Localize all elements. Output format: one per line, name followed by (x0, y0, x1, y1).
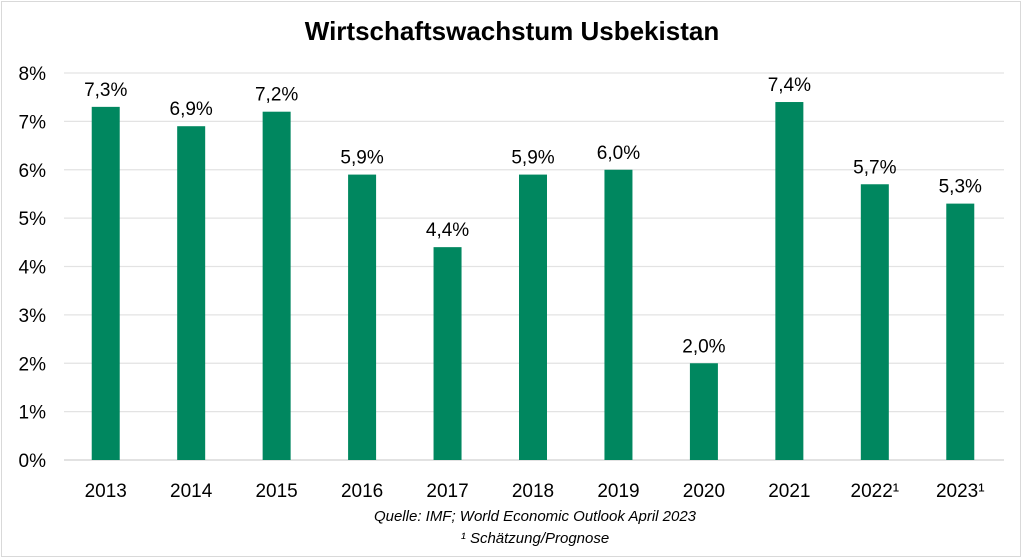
y-tick-label: 6% (19, 161, 47, 182)
bar (91, 106, 120, 461)
bar (519, 174, 547, 460)
y-tick-label: 5% (19, 209, 47, 230)
y-tick-label: 2% (19, 354, 47, 375)
x-tick-label: 2018 (512, 481, 554, 502)
source-note: Quelle: IMF; World Economic Outlook Apri… (374, 508, 697, 525)
x-tick-label: 2020 (683, 481, 725, 502)
x-tick-label: 2013 (85, 481, 127, 502)
y-tick-label: 7% (19, 112, 47, 133)
bar (348, 174, 377, 460)
data-label: 6,0% (597, 143, 640, 164)
bar (177, 126, 206, 461)
x-tick-label: 2021 (768, 481, 810, 502)
data-label: 6,9% (170, 99, 213, 120)
data-label: 5,9% (511, 148, 554, 169)
data-label: 4,4% (426, 220, 469, 241)
x-tick-label: 2016 (341, 481, 383, 502)
y-tick-label: 3% (19, 306, 47, 327)
x-tick-label: 2023¹ (936, 481, 985, 502)
bar (946, 203, 975, 461)
data-label: 5,9% (340, 148, 383, 169)
data-label: 7,3% (84, 80, 127, 101)
x-tick-label: 2019 (597, 481, 639, 502)
footnote: ¹ Schätzung/Prognose (461, 530, 609, 547)
bar (860, 184, 889, 460)
data-label: 7,2% (255, 85, 298, 106)
data-label: 2,0% (682, 336, 725, 357)
x-tick-label: 2014 (170, 481, 213, 502)
x-tick-label: 2015 (255, 481, 297, 502)
bar (604, 169, 633, 460)
y-tick-label: 0% (19, 451, 47, 472)
data-label: 5,7% (853, 157, 896, 178)
bar (433, 247, 462, 460)
data-label: 7,4% (768, 75, 811, 96)
bar (689, 363, 718, 460)
y-tick-label: 8% (19, 64, 47, 85)
data-label: 5,3% (939, 177, 982, 198)
y-tick-label: 4% (19, 258, 47, 279)
chart-title: Wirtschaftswachstum Usbekistan (305, 16, 719, 46)
y-tick-label: 1% (19, 403, 47, 424)
bar (775, 102, 804, 461)
x-tick-label: 2022¹ (851, 481, 900, 502)
x-tick-label: 2017 (426, 481, 468, 502)
bar (262, 111, 291, 460)
